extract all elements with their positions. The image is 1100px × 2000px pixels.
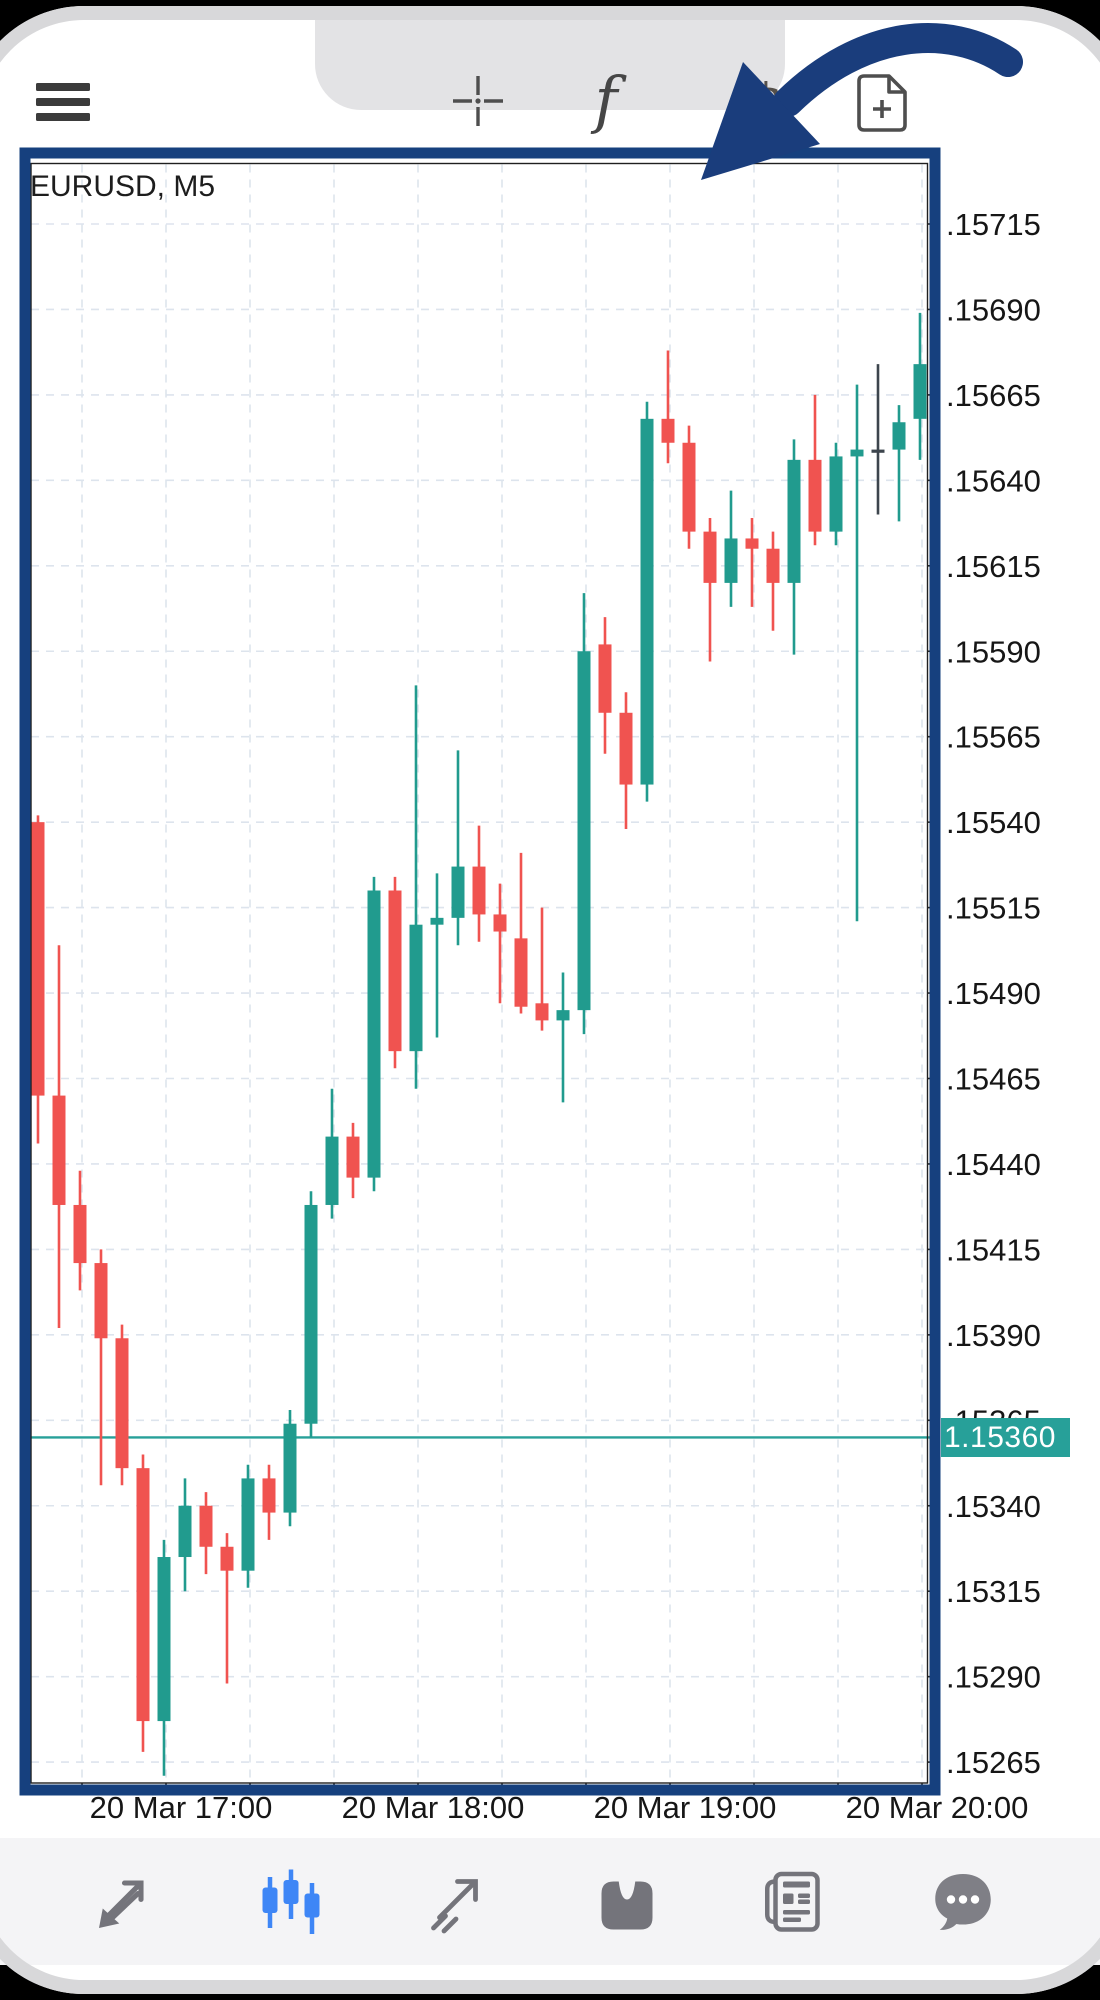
bottom-navigation: [0, 1838, 1100, 1965]
candle-body: [241, 1478, 255, 1571]
price-axis-badge: 1.15360: [941, 1417, 1070, 1457]
price-axis-label: .15690: [946, 292, 1041, 327]
candle-body: [94, 1263, 108, 1339]
crosshair-icon: [450, 76, 506, 132]
candle-body: [640, 418, 654, 785]
hamburger-menu-icon: [36, 83, 90, 125]
candle-body: [367, 890, 381, 1178]
inbox-tray-icon: [591, 1865, 663, 1940]
nav-messages[interactable]: [917, 1856, 1009, 1948]
candle-body: [31, 822, 45, 1096]
crosshair-button[interactable]: [450, 73, 506, 132]
candle-body: [304, 1204, 318, 1424]
price-axis-label: .15715: [946, 207, 1041, 242]
candle-body: [871, 449, 885, 453]
price-axis-label: .15290: [946, 1660, 1041, 1695]
candle-body: [199, 1505, 213, 1547]
candle-body: [262, 1478, 276, 1513]
candle-body: [535, 1003, 549, 1021]
price-axis-label: .15615: [946, 549, 1041, 584]
candle-body: [850, 449, 864, 457]
price-axis-label: .15415: [946, 1232, 1041, 1267]
candle-body: [430, 917, 444, 925]
candle-body: [703, 531, 717, 583]
price-axis-label: .15640: [946, 463, 1041, 498]
nav-news[interactable]: [749, 1856, 841, 1948]
candle-body: [451, 866, 465, 918]
tutorial-arrow-head: [701, 62, 820, 180]
new-order-document-plus-icon: [854, 74, 910, 137]
candle-body: [682, 442, 696, 532]
price-axis-label: .15540: [946, 805, 1041, 840]
candle-body: [325, 1136, 339, 1205]
candle-body: [556, 1010, 570, 1021]
candle-body: [724, 538, 738, 583]
candle-body: [52, 1095, 66, 1205]
time-axis-label: 20 Mar 18:00: [342, 1790, 525, 1825]
time-axis-label: 20 Mar 17:00: [90, 1790, 273, 1825]
chat-bubble-icon: [927, 1865, 999, 1940]
candle-body: [577, 651, 591, 1011]
candle-body: [472, 866, 486, 915]
candle-body: [598, 644, 612, 713]
candle-body: [220, 1546, 234, 1571]
candle-body: [283, 1423, 297, 1513]
price-axis-label: .15490: [946, 976, 1041, 1011]
new-order-button[interactable]: [854, 72, 910, 137]
price-axis-label: .15440: [946, 1147, 1041, 1182]
plot-frame: [30, 162, 929, 1784]
price-axis-label: .15565: [946, 720, 1041, 755]
candle-body: [493, 914, 507, 932]
candle-body: [661, 418, 675, 443]
candle-body: [829, 456, 843, 532]
price-axis-label: .15390: [946, 1318, 1041, 1353]
price-axis-label: .15665: [946, 378, 1041, 413]
price-axis-label: .15315: [946, 1574, 1041, 1609]
candlestick-chart-icon: [255, 1865, 327, 1940]
tutorial-arrow-tail: [773, 23, 1023, 117]
indicators-button[interactable]: f: [578, 63, 634, 140]
candle-body: [619, 712, 633, 785]
function-f-icon: f: [578, 63, 634, 140]
candle-body: [388, 890, 402, 1052]
candle-body: [136, 1468, 150, 1722]
double-arrow-icon: [87, 1865, 159, 1940]
chart-symbol-label: EURUSD, M5: [30, 170, 216, 203]
candle-body: [787, 459, 801, 583]
candle-body: [745, 538, 759, 549]
nav-charts[interactable]: [245, 1856, 337, 1948]
price-axis-label: .15340: [946, 1489, 1041, 1524]
candle-body: [913, 364, 927, 419]
candle-body: [514, 938, 528, 1007]
nav-history[interactable]: [581, 1856, 673, 1948]
menu-button[interactable]: [36, 82, 90, 125]
price-axis-label: .15265: [946, 1745, 1041, 1780]
candle-body: [178, 1505, 192, 1558]
newspaper-icon: [759, 1865, 831, 1940]
price-axis-label: .15590: [946, 634, 1041, 669]
candle-body: [409, 924, 423, 1052]
candle-body: [346, 1136, 360, 1178]
candle-body: [808, 459, 822, 532]
time-axis-label: 20 Mar 20:00: [846, 1790, 1029, 1825]
candle-body: [766, 548, 780, 583]
chart-border: [19, 147, 941, 1796]
price-axis-label: .15465: [946, 1062, 1041, 1097]
phone-screen: [0, 6, 1100, 1994]
nav-quotes[interactable]: [77, 1856, 169, 1948]
candle-body: [73, 1204, 87, 1264]
candle-body: [115, 1338, 129, 1469]
time-axis-label: 20 Mar 19:00: [594, 1790, 777, 1825]
price-axis-label: .15515: [946, 891, 1041, 926]
phone-notch: [315, 18, 785, 110]
nav-trade[interactable]: [413, 1856, 505, 1948]
candle-body: [157, 1557, 171, 1722]
trend-arrow-icon: [423, 1865, 495, 1940]
candle-body: [892, 422, 906, 450]
